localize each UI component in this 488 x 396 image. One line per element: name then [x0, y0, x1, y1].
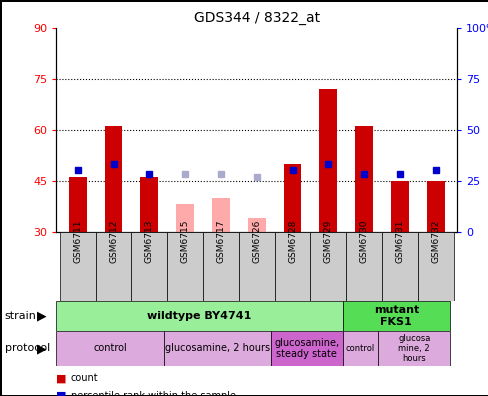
- Bar: [104, 126, 122, 232]
- Text: GSM6711: GSM6711: [73, 219, 82, 263]
- Bar: [342, 331, 378, 366]
- Text: wildtype BY4741: wildtype BY4741: [147, 311, 251, 321]
- Bar: [381, 232, 417, 301]
- Text: GSM6717: GSM6717: [216, 219, 225, 263]
- Text: glucosamine, 2 hours: glucosamine, 2 hours: [164, 343, 269, 354]
- Text: count: count: [71, 373, 98, 383]
- Bar: [69, 177, 86, 232]
- Text: GSM6715: GSM6715: [180, 219, 189, 263]
- Bar: [56, 331, 163, 366]
- Text: control: control: [93, 343, 126, 354]
- Text: GSM6729: GSM6729: [323, 219, 332, 263]
- Text: GSM6728: GSM6728: [287, 219, 296, 263]
- Text: GSM6712: GSM6712: [109, 219, 118, 263]
- Bar: [131, 232, 167, 301]
- Text: GSM6730: GSM6730: [359, 219, 368, 263]
- Bar: [378, 331, 449, 366]
- Text: protocol: protocol: [5, 343, 50, 354]
- Bar: [283, 164, 301, 232]
- Bar: [96, 232, 131, 301]
- Text: strain: strain: [5, 311, 37, 321]
- Bar: [310, 232, 346, 301]
- Text: mutant
FKS1: mutant FKS1: [373, 305, 418, 327]
- Bar: [390, 181, 408, 232]
- Bar: [426, 181, 444, 232]
- Text: GSM6713: GSM6713: [144, 219, 154, 263]
- Bar: [342, 301, 449, 331]
- Bar: [176, 204, 194, 232]
- Text: glucosamine,
steady state: glucosamine, steady state: [274, 338, 339, 359]
- Text: ■: ■: [56, 373, 66, 383]
- Bar: [270, 331, 342, 366]
- Text: GSM6726: GSM6726: [252, 219, 261, 263]
- Bar: [319, 89, 337, 232]
- Text: percentile rank within the sample: percentile rank within the sample: [71, 391, 235, 396]
- Bar: [167, 232, 203, 301]
- Bar: [417, 232, 453, 301]
- Bar: [354, 126, 372, 232]
- Bar: [140, 177, 158, 232]
- Text: ■: ■: [56, 391, 66, 396]
- Text: ▶: ▶: [37, 309, 46, 322]
- Title: GDS344 / 8322_at: GDS344 / 8322_at: [193, 11, 319, 25]
- Text: GSM6732: GSM6732: [430, 219, 439, 263]
- Bar: [60, 232, 96, 301]
- Bar: [203, 232, 238, 301]
- Bar: [247, 218, 265, 232]
- Text: GSM6731: GSM6731: [395, 219, 404, 263]
- Text: control: control: [345, 344, 374, 353]
- Bar: [211, 198, 229, 232]
- Bar: [346, 232, 381, 301]
- Bar: [163, 331, 270, 366]
- Bar: [56, 301, 342, 331]
- Bar: [274, 232, 310, 301]
- Text: glucosa
mine, 2
hours: glucosa mine, 2 hours: [397, 333, 429, 364]
- Text: ▶: ▶: [37, 342, 46, 355]
- Bar: [238, 232, 274, 301]
